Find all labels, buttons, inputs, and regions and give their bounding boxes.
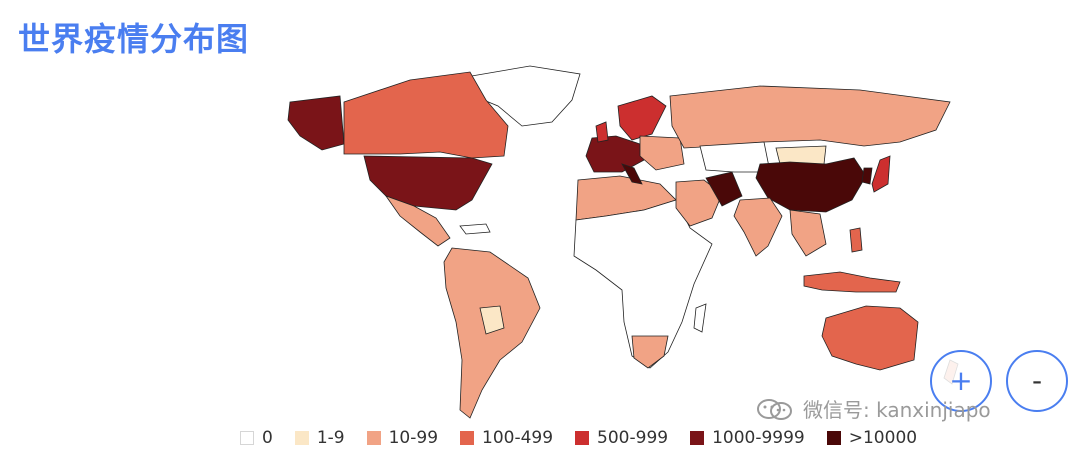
region-south-america[interactable] (443, 247, 541, 419)
region-philippines[interactable] (849, 227, 863, 253)
legend-swatch (826, 431, 841, 445)
region-indonesia[interactable] (803, 271, 901, 293)
region-middle-east[interactable] (675, 179, 723, 227)
legend-swatch (366, 431, 381, 445)
legend-label: 0 (262, 428, 273, 448)
legend-swatch (690, 431, 705, 445)
region-korea[interactable] (861, 167, 873, 185)
zoom-in-button[interactable]: + (930, 350, 992, 412)
region-bolivia[interactable] (479, 305, 505, 335)
region-central-asia[interactable] (699, 141, 771, 173)
region-mongolia[interactable] (775, 145, 827, 165)
legend-swatch (575, 431, 590, 445)
region-china[interactable] (755, 157, 867, 213)
region-india[interactable] (733, 197, 783, 257)
region-alaska[interactable] (287, 95, 345, 151)
legend-swatch (460, 431, 475, 445)
region-uk[interactable] (595, 121, 609, 143)
legend-label: 10-99 (388, 428, 439, 448)
legend-label: 100-499 (482, 428, 554, 448)
legend-item-0[interactable]: 0 (240, 428, 273, 448)
region-mexico[interactable] (384, 195, 451, 247)
world-map[interactable] (260, 60, 960, 430)
watermark-text: 微信号: kanxinjiapo (803, 398, 991, 422)
region-usa[interactable] (363, 155, 493, 211)
region-japan[interactable] (871, 155, 891, 193)
legend-label: 500-999 (597, 428, 669, 448)
watermark: 微信号: kanxinjiapo (755, 394, 991, 423)
legend-item-1000-9999[interactable]: 1000-9999 (690, 428, 805, 448)
legend-label: >10000 (848, 428, 918, 448)
region-western-europe[interactable] (585, 135, 645, 173)
legend-item-500-999[interactable]: 500-999 (575, 428, 668, 448)
legend-item-100-499[interactable]: 100-499 (460, 428, 553, 448)
region-eastern-europe[interactable] (639, 135, 685, 171)
legend-label: 1-9 (316, 428, 345, 448)
legend-item-10-99[interactable]: 10-99 (366, 428, 439, 448)
legend-swatch (240, 431, 254, 445)
region-russia[interactable] (669, 85, 951, 149)
region-iran[interactable] (705, 171, 743, 207)
legend: 0 1-9 10-99 100-499 500-999 1000-9999 >1… (240, 425, 917, 451)
region-scandinavia[interactable] (617, 95, 667, 141)
legend-swatch (294, 431, 309, 445)
legend-item-over-10000[interactable]: >10000 (826, 428, 918, 448)
region-italy[interactable] (621, 163, 643, 185)
region-africa[interactable] (573, 199, 713, 369)
region-caribbean[interactable] (459, 223, 491, 235)
legend-label: 1000-9999 (712, 428, 805, 448)
legend-item-1-9[interactable]: 1-9 (294, 428, 345, 448)
region-madagascar[interactable] (693, 303, 707, 333)
zoom-out-button[interactable]: - (1006, 350, 1068, 412)
region-south-africa[interactable] (631, 335, 669, 369)
region-australia[interactable] (821, 305, 919, 371)
region-southeast-asia[interactable] (789, 209, 827, 257)
wechat-icon (757, 398, 792, 420)
page-title: 世界疫情分布图 (18, 20, 250, 58)
region-canada[interactable] (343, 71, 509, 159)
